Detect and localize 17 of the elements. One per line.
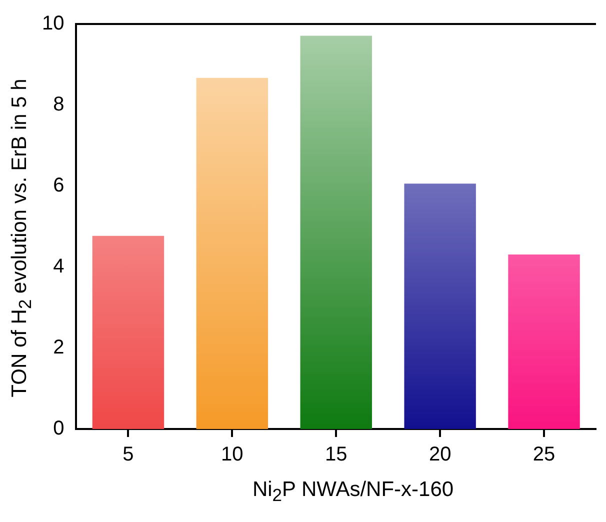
y-tick-label: 2 [53,336,64,359]
y-tick-label: 0 [53,418,64,440]
bar [508,254,580,429]
x-tick-label: 20 [428,444,452,466]
y-tick-label: 6 [53,174,64,197]
x-tick-label: 10 [221,444,244,466]
y-tick-label: 4 [53,256,64,278]
y-tick-label: 8 [53,94,64,116]
bar [404,184,476,429]
x-tick-label: 15 [325,444,348,466]
bar [300,36,372,429]
x-tick-label: 5 [122,444,134,466]
bar [92,236,164,429]
y-tick-label: 10 [42,12,64,35]
bar [196,78,268,429]
x-tick-label: 25 [532,444,556,466]
x-axis-title: Ni$_{2}$P NWAs/NF-x-160 [252,478,454,506]
